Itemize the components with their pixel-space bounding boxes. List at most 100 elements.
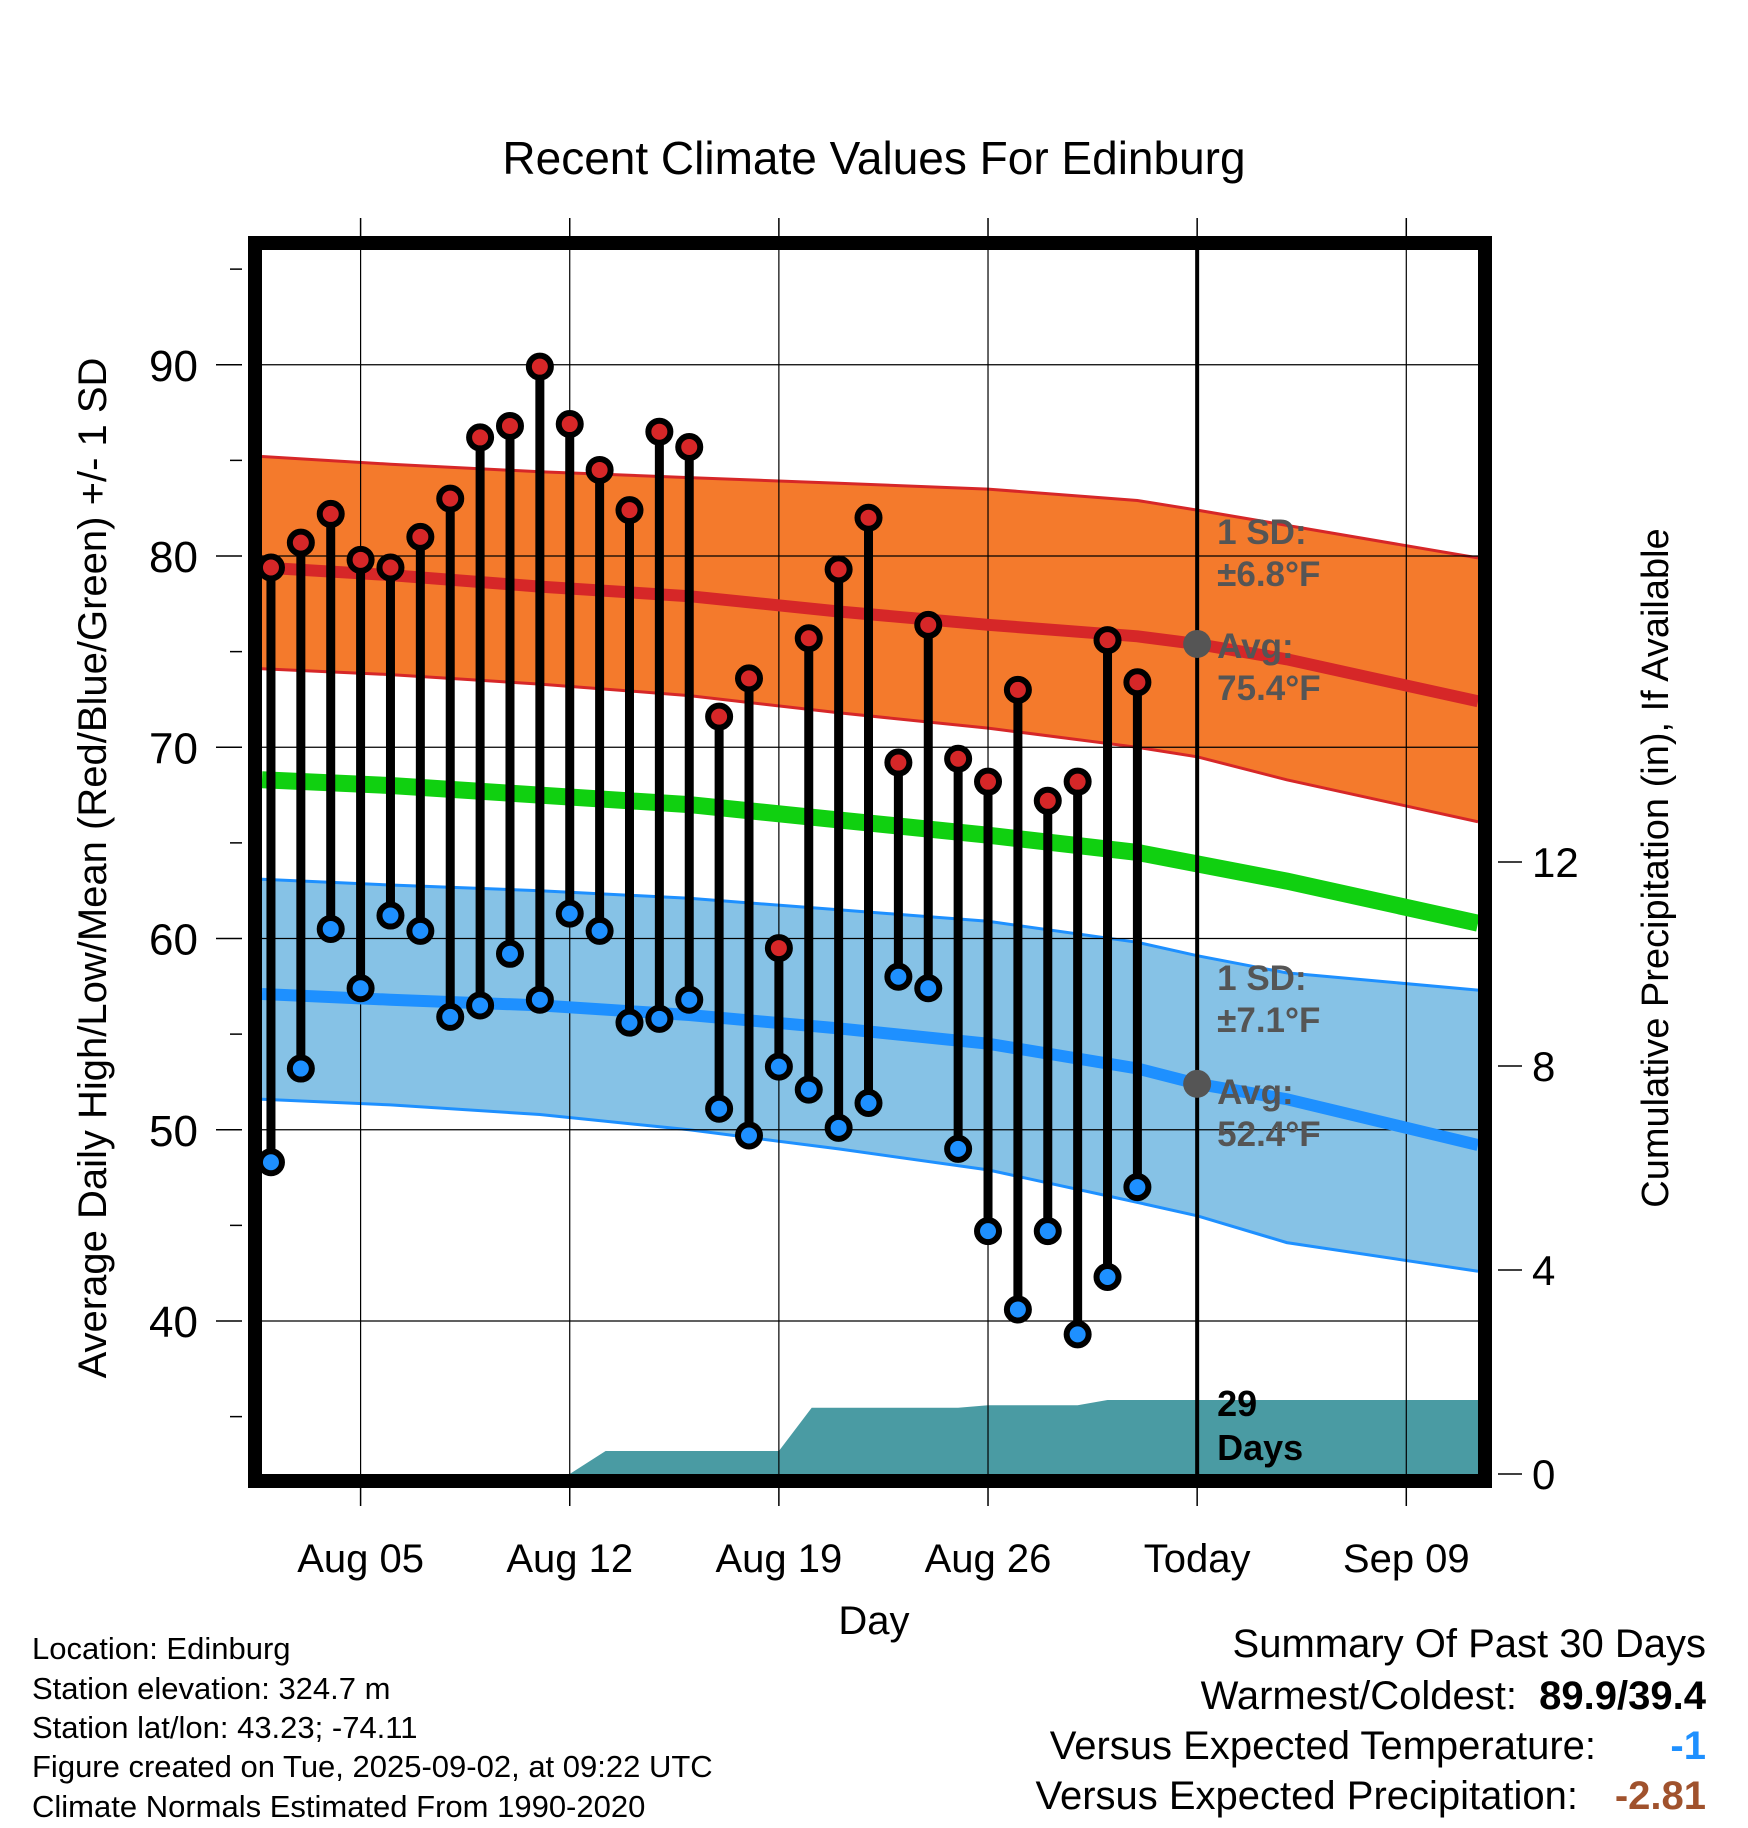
high-dot bbox=[495, 411, 524, 440]
precip-value: -2.81 bbox=[1614, 1774, 1706, 1818]
x-tick-label: Today bbox=[1144, 1537, 1251, 1581]
high-avg-value: 75.4°F bbox=[1217, 669, 1321, 708]
high-dot bbox=[914, 610, 943, 639]
daily-range-bars bbox=[266, 250, 1200, 1474]
low-avg-label: Avg: bbox=[1217, 1073, 1293, 1112]
high-dot bbox=[974, 767, 1003, 796]
x-tick-label: Sep 09 bbox=[1343, 1537, 1470, 1581]
low-dot bbox=[615, 1008, 644, 1037]
high-dot bbox=[555, 410, 584, 439]
footer-elevation: Station elevation: 324.7 m bbox=[32, 1671, 391, 1706]
y-axis-label: Average Daily High/Low/Mean (Red/Blue/Gr… bbox=[71, 358, 115, 1379]
low-sd-value: ±7.1°F bbox=[1217, 1001, 1320, 1040]
low-dot bbox=[286, 1054, 315, 1083]
high-dot bbox=[944, 744, 973, 773]
warmest-label: Warmest/Coldest: bbox=[1200, 1674, 1517, 1718]
high-dot bbox=[406, 522, 435, 551]
summary-temperature: Versus Expected Temperature: -1 bbox=[1050, 1726, 1706, 1766]
days-count: 29 bbox=[1217, 1383, 1257, 1424]
y2-tick-label: 8 bbox=[1532, 1043, 1555, 1090]
temp-value: -1 bbox=[1670, 1724, 1706, 1768]
high-dot bbox=[346, 545, 375, 574]
low-dot bbox=[1063, 1320, 1092, 1349]
low-dot bbox=[705, 1094, 734, 1123]
x-tick-label: Aug 05 bbox=[297, 1537, 424, 1581]
high-dot bbox=[436, 484, 465, 513]
low-dot bbox=[1123, 1173, 1152, 1202]
y2-axis-label: Cumulative Precipitation (in), If Availa… bbox=[1635, 528, 1677, 1207]
low-dot bbox=[944, 1134, 973, 1163]
low-dot bbox=[884, 962, 913, 991]
y-tick-label: 40 bbox=[149, 1298, 198, 1347]
y-tick-label: 60 bbox=[149, 916, 198, 965]
summary-warmest: Warmest/Coldest: 89.9/39.4 bbox=[1201, 1676, 1706, 1716]
low-dot bbox=[794, 1075, 823, 1104]
high-dot bbox=[585, 455, 614, 484]
plot-frame bbox=[248, 236, 1492, 1488]
high-dot bbox=[884, 748, 913, 777]
low-dot bbox=[854, 1088, 883, 1117]
high-dot bbox=[1123, 668, 1152, 697]
today-high-avg-marker bbox=[1183, 629, 1212, 658]
summary-title: Summary Of Past 30 Days bbox=[1233, 1624, 1706, 1664]
high-dot bbox=[734, 664, 763, 693]
y-tick-label: 50 bbox=[149, 1107, 198, 1156]
x-axis-label: Day bbox=[838, 1599, 909, 1643]
chart-title: Recent Climate Values For Edinburg bbox=[502, 132, 1245, 184]
high-dot bbox=[1003, 675, 1032, 704]
normal-low-line bbox=[262, 988, 1478, 1151]
y2-tick-label: 0 bbox=[1532, 1451, 1555, 1498]
x-tick-label: Aug 26 bbox=[925, 1537, 1052, 1581]
y-tick-label: 80 bbox=[149, 533, 198, 582]
low-sd-upper-edge bbox=[262, 877, 1478, 992]
low-dot bbox=[316, 914, 345, 943]
low-dot bbox=[346, 974, 375, 1003]
high-sd-label: 1 SD: bbox=[1217, 513, 1306, 552]
summary-title-text: Summary Of Past 30 Days bbox=[1232, 1622, 1706, 1666]
high-dot bbox=[256, 553, 285, 582]
normal-lines bbox=[262, 561, 1478, 1151]
normal-high-line bbox=[262, 561, 1478, 708]
low-dot bbox=[675, 985, 704, 1014]
low-dot bbox=[256, 1148, 285, 1177]
low-dot bbox=[495, 939, 524, 968]
warmest-value: 89.9/39.4 bbox=[1539, 1674, 1706, 1718]
high-dot bbox=[794, 624, 823, 653]
high-dot bbox=[854, 503, 883, 532]
high-dot bbox=[615, 496, 644, 525]
low-dot bbox=[525, 985, 554, 1014]
high-sd-upper-edge bbox=[262, 455, 1478, 560]
low-dot bbox=[645, 1004, 674, 1033]
footer-latlon: Station lat/lon: 43.23; -74.11 bbox=[32, 1710, 418, 1745]
footer-location: Location: Edinburg bbox=[32, 1631, 291, 1666]
low-dot bbox=[824, 1113, 853, 1142]
footer-normals: Climate Normals Estimated From 1990-2020 bbox=[32, 1789, 646, 1824]
low-dot bbox=[436, 1002, 465, 1031]
high-avg-label: Avg: bbox=[1217, 627, 1293, 666]
y-tick-label: 70 bbox=[149, 724, 198, 773]
footer-created: Figure created on Tue, 2025-09-02, at 09… bbox=[32, 1749, 713, 1784]
low-dot bbox=[466, 991, 495, 1020]
plot-border bbox=[248, 236, 1492, 1488]
high-dot bbox=[1093, 626, 1122, 655]
x-tick-label: Aug 12 bbox=[506, 1537, 633, 1581]
precip-cumulative-area bbox=[569, 1400, 1478, 1474]
today-low-avg-marker bbox=[1183, 1069, 1212, 1098]
low-dot bbox=[764, 1052, 793, 1081]
high-dot bbox=[764, 934, 793, 963]
daily-dots bbox=[256, 352, 1212, 1349]
low-dot bbox=[555, 899, 584, 928]
low-avg-value: 52.4°F bbox=[1217, 1115, 1321, 1154]
y2-tick-label: 4 bbox=[1532, 1247, 1555, 1294]
precipitation-area bbox=[569, 1400, 1478, 1474]
chart-text: Recent Climate Values For Edinburg Day A… bbox=[71, 132, 1677, 1643]
low-sd-label: 1 SD: bbox=[1217, 959, 1306, 998]
high-dot bbox=[1063, 767, 1092, 796]
temp-label: Versus Expected Temperature: bbox=[1049, 1724, 1596, 1768]
precip-label: Versus Expected Precipitation: bbox=[1035, 1774, 1578, 1818]
low-dot bbox=[376, 901, 405, 930]
high-dot bbox=[824, 555, 853, 584]
low-dot bbox=[1093, 1263, 1122, 1292]
